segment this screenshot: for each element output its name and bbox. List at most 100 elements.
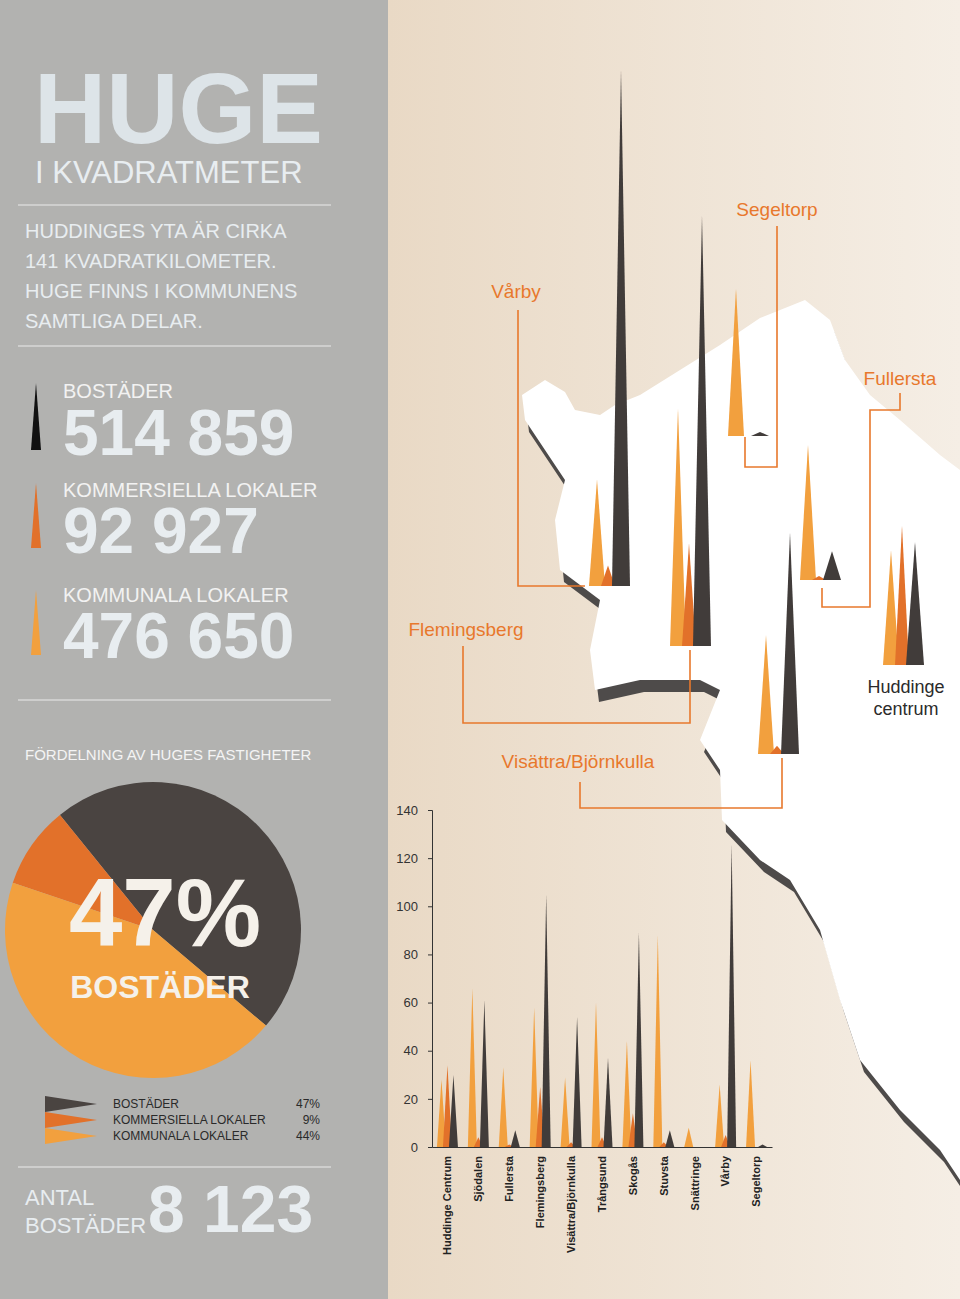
map-label: Fullersta	[864, 368, 937, 389]
legend-swatch	[45, 1128, 97, 1144]
y-tick: 140	[396, 803, 432, 818]
y-tick-label: 60	[404, 995, 418, 1010]
spike	[592, 1003, 601, 1147]
y-axis-line	[428, 811, 433, 1148]
y-tick-label: 20	[404, 1092, 418, 1107]
spike	[665, 1130, 674, 1147]
x-tick-label: Huddinge Centrum	[441, 1156, 453, 1255]
map-spikes	[589, 69, 924, 754]
spike	[542, 894, 551, 1147]
stat-value: 92 927	[63, 495, 259, 567]
spike	[604, 1058, 613, 1147]
intro-line: HUDDINGES YTA ÄR CIRKA	[25, 220, 287, 242]
y-tick: 80	[404, 947, 432, 962]
legend-label: BOSTÄDER	[113, 1097, 179, 1111]
map-spike	[781, 533, 799, 754]
map-spike	[670, 408, 686, 646]
plot-area	[437, 844, 767, 1147]
map-spike	[612, 69, 630, 586]
x-tick: Trångsund	[596, 1147, 608, 1212]
y-tick-mark	[428, 1051, 432, 1052]
stat-icon	[31, 483, 41, 548]
y-tick: 40	[404, 1043, 432, 1058]
y-tick: 20	[404, 1092, 432, 1107]
y-tick-label: 0	[411, 1140, 418, 1155]
pie-slice	[60, 782, 301, 1026]
separator	[18, 345, 331, 346]
x-tick: Stuvsta	[658, 1147, 670, 1196]
y-tick-mark	[428, 906, 432, 907]
y-tick-label: 100	[396, 899, 418, 914]
x-tick: Sjödalen	[472, 1147, 484, 1202]
pie-annotation: BOSTÄDER	[70, 969, 250, 1005]
spike	[561, 1077, 570, 1147]
map-spike	[758, 635, 774, 754]
y-tick-mark	[428, 1099, 432, 1100]
x-tick: Skogås	[627, 1147, 639, 1195]
x-tick: Visättra/Björnkulla	[565, 1147, 577, 1253]
series	[449, 844, 767, 1147]
intro-line: 141 KVADRATKILOMETER.	[25, 250, 277, 272]
y-tick-mark	[428, 810, 432, 811]
spike	[573, 1017, 582, 1147]
x-tick: Snättringe	[689, 1147, 701, 1210]
spike	[758, 1145, 767, 1147]
spike	[511, 1130, 520, 1147]
map-spike	[800, 445, 816, 580]
spike	[653, 935, 662, 1147]
y-tick-mark	[428, 954, 432, 955]
x-tick-label: Stuvsta	[658, 1155, 670, 1196]
spike	[746, 1060, 755, 1147]
separator	[18, 699, 331, 700]
spike	[622, 1041, 631, 1147]
legend-swatch	[45, 1112, 97, 1128]
y-tick-mark	[428, 1003, 432, 1004]
x-tick: Flemingsberg	[534, 1147, 546, 1228]
map-label: Huddinge	[867, 677, 944, 697]
y-tick-label: 40	[404, 1043, 418, 1058]
subtitle: I KVADRATMETER	[35, 155, 303, 190]
x-tick: Huddinge Centrum	[441, 1147, 453, 1255]
legend-label: KOMMERSIELLA LOKALER	[113, 1113, 266, 1127]
y-tick-mark	[428, 858, 432, 859]
y-tick: 120	[396, 851, 432, 866]
map-spike	[693, 216, 711, 647]
map-spike	[895, 526, 909, 665]
legend-value: 44%	[296, 1129, 320, 1143]
y-tick: 0	[411, 1140, 432, 1155]
spike	[499, 1068, 508, 1147]
footer-label: ANTAL	[25, 1185, 94, 1210]
y-tick-label: 120	[396, 851, 418, 866]
x-tick-label: Fullersta	[503, 1155, 515, 1202]
stat-value: 514 859	[63, 397, 294, 469]
spike	[468, 988, 477, 1147]
map-label: centrum	[873, 699, 938, 719]
legend-value: 9%	[303, 1113, 321, 1127]
x-axis: Huddinge Centrum Sjödalen Fullersta Fleming…	[433, 1147, 773, 1255]
x-tick: Fullersta	[503, 1147, 515, 1202]
leader-line	[518, 310, 585, 586]
map-label: Segeltorp	[736, 199, 817, 220]
infographic: HUGEI KVADRATMETER HUDDINGES YTA ÄR CIRKA…	[0, 0, 960, 1299]
pie-title: FÖRDELNING AV HUGES FASTIGHETER	[25, 746, 312, 763]
x-axis-line	[433, 1147, 773, 1148]
title: HUGE	[34, 52, 323, 164]
x-tick-label: Segeltorp	[750, 1156, 762, 1207]
map-spike	[823, 551, 841, 580]
x-tick-label: Visättra/Björnkulla	[565, 1155, 577, 1253]
y-tick-label: 80	[404, 947, 418, 962]
series	[443, 1065, 761, 1147]
y-tick: 100	[396, 899, 432, 914]
leader-line	[822, 393, 900, 607]
series	[437, 935, 755, 1147]
leader-line	[745, 226, 777, 467]
stat-icon	[31, 590, 41, 655]
footer-value: 8 123	[148, 1172, 313, 1246]
x-tick-label: Vårby	[719, 1155, 731, 1186]
stat-icon	[31, 383, 41, 450]
map-label: Vårby	[491, 281, 541, 302]
intro-line: SAMTLIGA DELAR.	[25, 310, 203, 332]
footer-label: BOSTÄDER	[25, 1213, 146, 1238]
background	[388, 0, 960, 1299]
spike	[696, 1147, 705, 1148]
